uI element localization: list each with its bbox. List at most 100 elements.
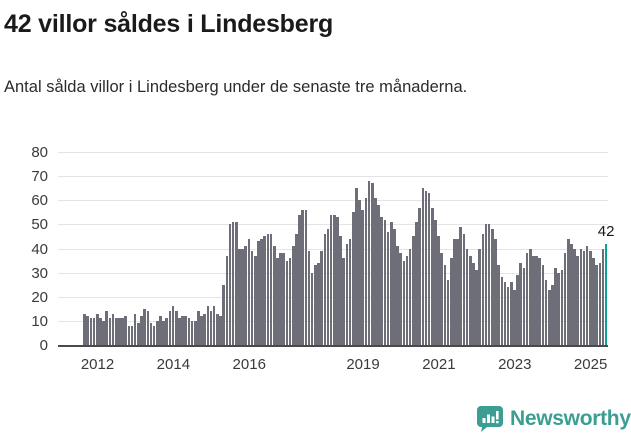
bar [465,248,469,345]
bar [478,248,481,345]
page-title: 42 villor såldes i Lindesberg [4,10,334,38]
bar [225,255,229,345]
bar [589,250,592,345]
y-axis-tick-label: 70 [31,168,48,186]
bar [241,248,244,345]
bar [263,236,267,345]
bar-chart-bubble-icon [477,406,503,432]
bar [351,212,355,345]
bar [525,253,529,345]
bar [601,248,605,345]
gridline [58,152,608,153]
x-axis-tick-label: 2025 [573,356,608,373]
bar [168,311,172,345]
bar [535,255,538,345]
gridline [58,200,608,202]
bar [453,238,456,345]
bar [143,308,146,345]
y-axis-tick-label: 60 [31,192,48,210]
bar [216,313,219,345]
bar [137,323,140,345]
bar [149,323,153,345]
bar [83,313,86,345]
bar [206,306,210,345]
newsworthy-logo[interactable]: Newsworthy [477,406,631,432]
bar [184,316,188,345]
bar [592,258,595,345]
bar [396,246,399,345]
bar [443,265,447,345]
bar [364,197,368,345]
bar [449,258,453,345]
bar [393,229,396,345]
bar [522,267,526,345]
bar [541,265,545,345]
chart-subtitle: Antal sålda villor i Lindesberg under de… [4,78,468,96]
bar [402,260,406,345]
bar [301,209,304,345]
logo-wordmark: Newsworthy [510,407,631,430]
bar [162,320,165,345]
bar [197,311,200,345]
bar [310,272,314,345]
bar [92,318,96,345]
bar [130,325,134,345]
bar [329,214,333,345]
bar [500,277,504,345]
bar [579,248,583,345]
bar [178,318,181,345]
bar [424,190,428,345]
bar [231,221,235,345]
bar [155,320,159,345]
bar [570,243,573,345]
bar [181,316,184,345]
x-axis-tick-label: 2021 [422,356,456,373]
bar [219,316,222,345]
bar [345,243,349,345]
bar [342,258,346,345]
bar [159,316,162,345]
bar [333,214,336,345]
bar [146,311,150,345]
bar [209,311,213,345]
bar [408,248,412,345]
bar [437,236,440,345]
bar [298,214,301,345]
bar [547,289,551,345]
bar [190,320,194,345]
bar [468,255,472,345]
bar [355,188,358,345]
bar [247,238,251,345]
x-axis-tick-label: 2023 [498,356,532,373]
bar [389,221,393,345]
bar [348,238,352,345]
bar [174,311,178,345]
bar [573,248,576,345]
x-axis-tick-label: 2016 [232,356,266,373]
bar [585,246,589,345]
bar [282,253,286,345]
bar [462,234,466,345]
bar [446,279,450,345]
bar [532,255,535,345]
bar [563,253,567,345]
bar [551,284,554,345]
y-axis-tick-label: 0 [39,337,48,354]
bar-highlighted [604,243,608,345]
bar [133,313,137,345]
bar [152,325,156,345]
bar [124,316,127,345]
bar [111,313,115,345]
bar [374,197,377,345]
bar [276,258,279,345]
bar [484,224,488,345]
bar [487,224,491,345]
bar [582,250,586,345]
bar [212,306,216,345]
bar [494,238,497,345]
bar [102,320,105,345]
bar [513,289,516,345]
bar [165,318,169,345]
bar [595,265,598,345]
bar [544,279,548,345]
